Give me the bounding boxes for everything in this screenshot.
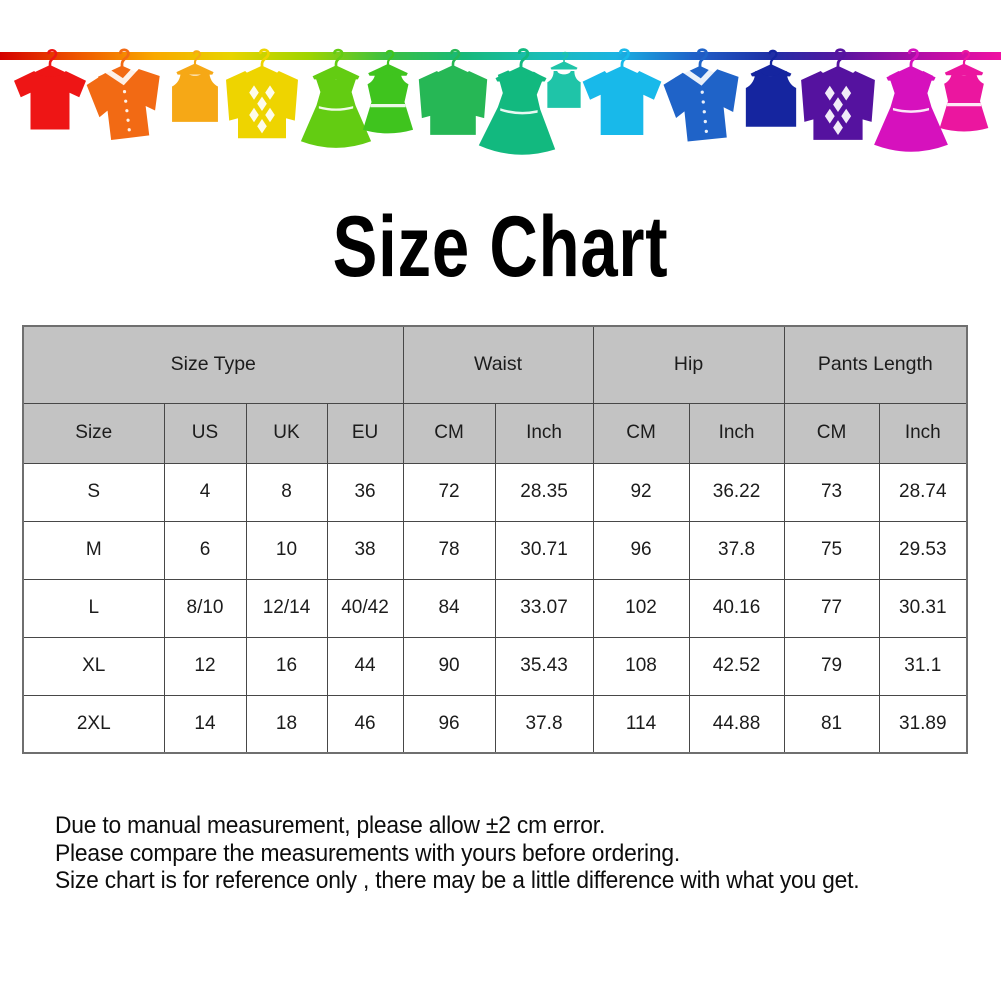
navy-tank-top-icon — [745, 49, 797, 127]
value-cell: 18 — [245, 694, 328, 754]
value-cell: 36 — [326, 462, 404, 522]
group-header-waist: Waist — [402, 325, 594, 404]
green-dress-icon — [300, 48, 372, 148]
value-cell: 35.43 — [494, 636, 594, 696]
value-cell: 42.52 — [688, 636, 785, 696]
col-header-pl-cm: CM — [783, 402, 880, 464]
size-label-cell: XL — [22, 636, 165, 696]
value-cell: 77 — [783, 578, 880, 638]
value-cell: 36.22 — [688, 462, 785, 522]
value-cell: 90 — [402, 636, 496, 696]
table-row-s: S 4 8 36 72 28.35 92 36.22 73 28.74 — [22, 462, 968, 522]
col-header-waist-inch: Inch — [494, 402, 594, 464]
value-cell: 33.07 — [494, 578, 594, 638]
group-header-row: Size Type Waist Hip Pants Length — [22, 325, 968, 404]
table-row-m: M 6 10 38 78 30.71 96 37.8 75 29.53 — [22, 520, 968, 580]
value-cell: 79 — [783, 636, 880, 696]
value-cell: 96 — [402, 694, 496, 754]
value-cell: 73 — [783, 462, 880, 522]
note-line: Please compare the measurements with you… — [55, 839, 680, 867]
value-cell: 31.89 — [878, 694, 968, 754]
value-cell: 114 — [592, 694, 690, 754]
value-cell: 92 — [592, 462, 690, 522]
value-cell: 8/10 — [163, 578, 247, 638]
col-header-hip-cm: CM — [592, 402, 690, 464]
value-cell: 75 — [783, 520, 880, 580]
teal-tank-top-icon — [547, 51, 581, 108]
value-cell: 30.71 — [494, 520, 594, 580]
value-cell: 102 — [592, 578, 690, 638]
value-cell: 28.74 — [878, 462, 968, 522]
value-cell: 96 — [592, 520, 690, 580]
yellow-sweater-icon — [226, 48, 298, 139]
value-cell: 40.16 — [688, 578, 785, 638]
group-header-pants-length: Pants Length — [783, 325, 968, 404]
clothesline-rope — [0, 52, 1001, 60]
value-cell: 37.8 — [688, 520, 785, 580]
col-header-us: US — [163, 402, 247, 464]
value-cell: 12/14 — [245, 578, 328, 638]
value-cell: 72 — [402, 462, 496, 522]
purple-argyle-sweater-icon — [801, 48, 875, 140]
teal-dress-icon — [478, 48, 560, 157]
value-cell: 30.31 — [878, 578, 968, 638]
value-cell: 78 — [402, 520, 496, 580]
red-tshirt-icon — [14, 48, 86, 130]
table-row-xl: XL 12 16 44 90 35.43 108 42.52 79 31.1 — [22, 636, 968, 696]
green-tank-dress-icon — [362, 49, 414, 134]
blue-shirt-icon — [662, 48, 745, 144]
value-cell: 44 — [326, 636, 404, 696]
value-cell: 28.35 — [494, 462, 594, 522]
orange-shirt-icon — [85, 48, 167, 143]
value-cell: 84 — [402, 578, 496, 638]
value-cell: 6 — [163, 520, 247, 580]
col-header-uk: UK — [245, 402, 328, 464]
column-header-row: Size US UK EU CM Inch CM Inch CM Inch — [22, 402, 968, 464]
value-cell: 46 — [326, 694, 404, 754]
page-title: Size Chart — [332, 199, 669, 295]
cyan-tshirt-icon — [582, 48, 662, 135]
col-header-eu: EU — [326, 402, 404, 464]
clothesline-banner — [0, 48, 1001, 157]
pink-tank-dress-icon — [939, 50, 989, 132]
value-cell: 44.88 — [688, 694, 785, 754]
col-header-size: Size — [22, 402, 165, 464]
value-cell: 4 — [163, 462, 247, 522]
table-row-l: L 8/10 12/14 40/42 84 33.07 102 40.16 77… — [22, 578, 968, 638]
value-cell: 16 — [245, 636, 328, 696]
value-cell: 31.1 — [878, 636, 968, 696]
measurement-notes: Due to manual measurement, please allow … — [55, 812, 948, 895]
green-longsleeve-top-icon — [418, 48, 488, 135]
value-cell: 81 — [783, 694, 880, 754]
value-cell: 8 — [245, 462, 328, 522]
col-header-pl-inch: Inch — [878, 402, 968, 464]
note-line: Due to manual measurement, please allow … — [55, 812, 606, 839]
group-header-size-type: Size Type — [22, 325, 404, 404]
value-cell: 37.8 — [494, 694, 594, 754]
value-cell: 14 — [163, 694, 247, 754]
size-label-cell: 2XL — [22, 694, 165, 754]
value-cell: 12 — [163, 636, 247, 696]
amber-tank-top-icon — [172, 50, 218, 122]
table-row-2xl: 2XL 14 18 46 96 37.8 114 44.88 81 31.89 — [22, 694, 968, 754]
value-cell: 29.53 — [878, 520, 968, 580]
col-header-hip-inch: Inch — [688, 402, 785, 464]
value-cell: 40/42 — [326, 578, 404, 638]
note-line: Size chart is for reference only , there… — [55, 867, 860, 894]
size-chart-table: Size Type Waist Hip Pants Length Size US… — [22, 325, 969, 754]
size-label-cell: M — [22, 520, 165, 580]
value-cell: 10 — [245, 520, 328, 580]
value-cell: 108 — [592, 636, 690, 696]
group-header-hip: Hip — [592, 325, 785, 404]
size-label-cell: L — [22, 578, 165, 638]
size-label-cell: S — [22, 462, 165, 522]
magenta-dress-icon — [874, 48, 948, 152]
col-header-waist-cm: CM — [402, 402, 496, 464]
value-cell: 38 — [326, 520, 404, 580]
